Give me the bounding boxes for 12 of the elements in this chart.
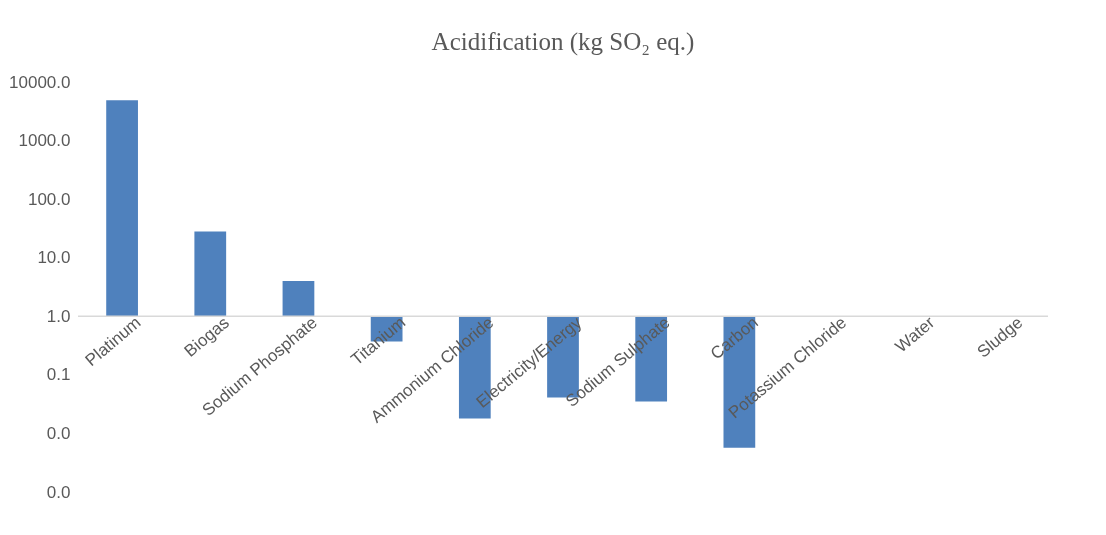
y-tick-label: 10.0 xyxy=(37,248,71,268)
y-tick-label: 1.0 xyxy=(46,306,71,326)
chart-title: Acidification (kg SO₂ eq.) xyxy=(431,28,695,56)
y-tick-label: 0.1 xyxy=(46,365,71,385)
y-tick-label: 10000.0 xyxy=(9,72,71,92)
y-tick-label: 1000.0 xyxy=(18,131,71,151)
y-tick-label: 0.0 xyxy=(46,423,71,443)
y-tick-label: 0.0 xyxy=(46,482,71,502)
bar xyxy=(106,100,138,317)
bar xyxy=(282,281,315,317)
bar xyxy=(194,231,227,317)
y-tick-label: 100.0 xyxy=(27,189,71,209)
